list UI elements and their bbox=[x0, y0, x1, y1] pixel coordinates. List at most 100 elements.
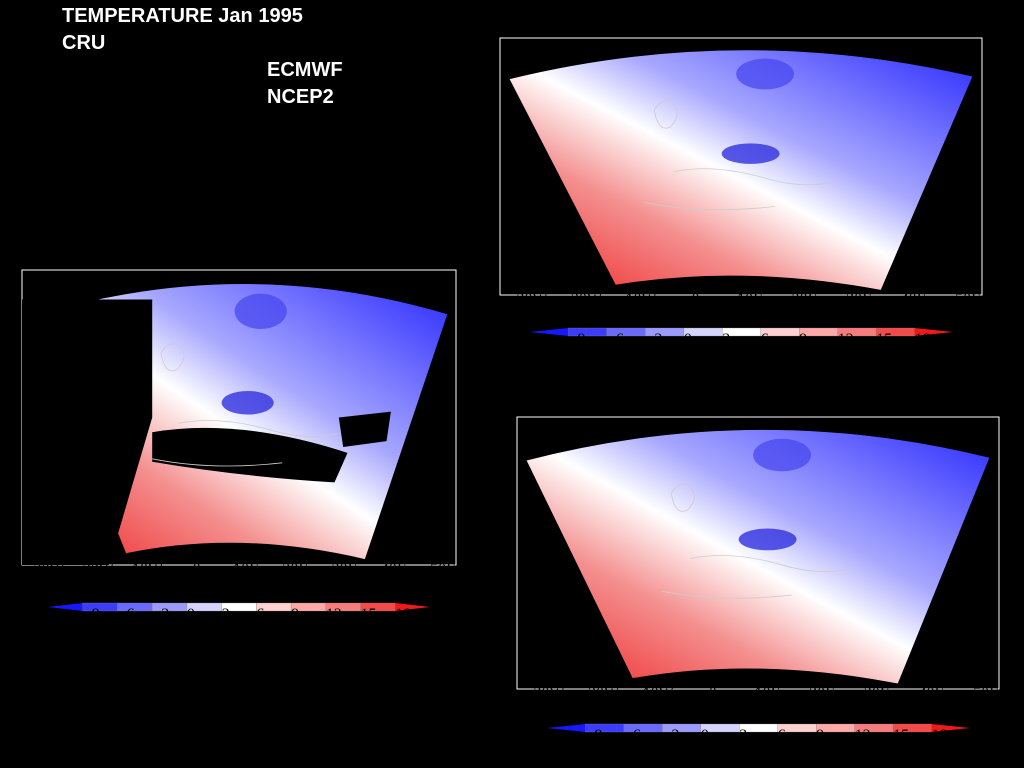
colorbar-end bbox=[395, 603, 430, 611]
coastline bbox=[661, 483, 851, 599]
lat-label: 40N bbox=[0, 440, 20, 457]
label-ecmwf: ECMWF bbox=[267, 59, 343, 81]
title: TEMPERATURE Jan 1995 bbox=[62, 5, 303, 27]
colorbar-label: 15 bbox=[361, 606, 377, 623]
lat-label: 60N bbox=[487, 441, 515, 458]
lon-label: 30W bbox=[533, 685, 565, 702]
lat-label: 65N bbox=[470, 29, 498, 46]
sea-mask bbox=[22, 299, 153, 565]
colorbar-label: 18 bbox=[932, 727, 948, 744]
lon-label: 10E bbox=[737, 291, 763, 308]
lat-label: 45N bbox=[470, 153, 498, 170]
lat-label: 25N bbox=[0, 546, 20, 563]
colorbar-label: 9 bbox=[799, 331, 807, 348]
lon-label: 30W bbox=[516, 291, 548, 308]
colorbar-label: −9 bbox=[568, 331, 585, 348]
colorbar-label: 18 bbox=[915, 331, 931, 348]
colorbar-label: 12 bbox=[326, 606, 342, 623]
lat-label: 50N bbox=[470, 122, 498, 139]
lon-label: 50E bbox=[973, 685, 999, 702]
lon-label: 30W bbox=[33, 561, 65, 578]
lon-label: 20W bbox=[588, 685, 620, 702]
colorbar-label: 12 bbox=[838, 331, 854, 348]
cold-core bbox=[738, 528, 797, 551]
colorbar-label: −3 bbox=[645, 331, 662, 348]
lon-label: 50E bbox=[430, 561, 456, 578]
lon-label: 10W bbox=[643, 685, 675, 702]
lon-label: 10W bbox=[625, 291, 657, 308]
lon-label: 0 bbox=[692, 291, 700, 308]
lon-label: 10E bbox=[233, 561, 259, 578]
lat-label: 45N bbox=[487, 539, 515, 556]
lon-label: 0 bbox=[193, 561, 201, 578]
lat-label: 45N bbox=[0, 405, 20, 422]
lon-label: 20E bbox=[792, 291, 818, 308]
lon-label: 30E bbox=[864, 685, 890, 702]
lon-label: 40E bbox=[381, 561, 407, 578]
lat-label: 35N bbox=[487, 605, 515, 622]
colorbar-label: 12 bbox=[855, 727, 871, 744]
colorbar-label: −3 bbox=[152, 606, 169, 623]
colorbar-label: −9 bbox=[83, 606, 100, 623]
lon-label: 40E bbox=[901, 291, 927, 308]
lon-label: 50E bbox=[955, 291, 981, 308]
lat-label: 35N bbox=[0, 475, 20, 492]
lat-label: 30N bbox=[487, 637, 515, 654]
map-panel: 65N 60N 55N 50N 45N 40N 35N 30N 25N 30W 20W 10W 0 10E… bbox=[470, 29, 983, 348]
colorbar-label: −6 bbox=[624, 727, 641, 744]
lon-label: 20E bbox=[809, 685, 835, 702]
sea-mask bbox=[152, 427, 348, 483]
colorbar-end bbox=[547, 724, 586, 732]
cold-core bbox=[221, 390, 274, 415]
colorbar-label: 15 bbox=[893, 727, 909, 744]
lon-label: 40E bbox=[918, 685, 944, 702]
lon-label: 30E bbox=[332, 561, 358, 578]
colorbar-box bbox=[360, 602, 396, 612]
colorbar-label: 3 bbox=[722, 331, 730, 348]
lat-label: 60N bbox=[0, 298, 20, 315]
colorbar-label: −3 bbox=[662, 727, 679, 744]
lat-label: 55N bbox=[487, 474, 515, 491]
lat-label: 25N bbox=[487, 670, 515, 687]
lat-label: 35N bbox=[470, 214, 498, 231]
lon-label: 0 bbox=[709, 685, 717, 702]
cold-core bbox=[753, 438, 812, 472]
lon-label: 20W bbox=[83, 561, 115, 578]
label-ncep2: NCEP2 bbox=[267, 86, 334, 108]
lat-label: 30N bbox=[0, 511, 20, 528]
colorbar-label: −9 bbox=[585, 727, 602, 744]
colorbar-label: 9 bbox=[816, 727, 824, 744]
colorbar-label: 0 bbox=[187, 606, 195, 623]
colorbar-label: 6 bbox=[761, 331, 769, 348]
lat-label: 40N bbox=[487, 572, 515, 589]
lon-label: 20E bbox=[282, 561, 308, 578]
colorbar-end bbox=[914, 328, 953, 336]
colorbar-label: 9 bbox=[291, 606, 299, 623]
label-cru: CRU bbox=[62, 32, 105, 54]
coastline bbox=[644, 100, 834, 211]
colorbar-label: 3 bbox=[222, 606, 230, 623]
lat-label: 65N bbox=[0, 263, 20, 280]
colorbar-box bbox=[875, 327, 915, 337]
map-panel: 65N 60N 55N 50N 45N 40N 35N 30N 25N 30W 20W 10W 0 10E… bbox=[0, 263, 457, 623]
colorbar-label: −6 bbox=[117, 606, 134, 623]
lat-label: 55N bbox=[470, 91, 498, 108]
cold-core bbox=[736, 58, 795, 90]
map-panel: 65N 60N 55N 50N 45N 40N 35N 30N 25N 30W 20W 10W 0 10E… bbox=[487, 408, 1000, 744]
colorbar-label: 0 bbox=[701, 727, 709, 744]
temperature-field bbox=[509, 50, 973, 290]
colorbar-label: 6 bbox=[256, 606, 264, 623]
lon-label: 10E bbox=[755, 685, 781, 702]
lat-label: 50N bbox=[487, 506, 515, 523]
lon-label: 20W bbox=[571, 291, 603, 308]
lat-label: 65N bbox=[487, 408, 515, 425]
colorbar-end bbox=[48, 603, 83, 611]
colorbar-label: −6 bbox=[607, 331, 624, 348]
coastline bbox=[152, 343, 339, 467]
lat-label: 50N bbox=[0, 369, 20, 386]
lat-label: 25N bbox=[470, 276, 498, 293]
colorbar-end bbox=[931, 724, 970, 732]
cold-core bbox=[234, 293, 287, 329]
lat-label: 60N bbox=[470, 60, 498, 77]
